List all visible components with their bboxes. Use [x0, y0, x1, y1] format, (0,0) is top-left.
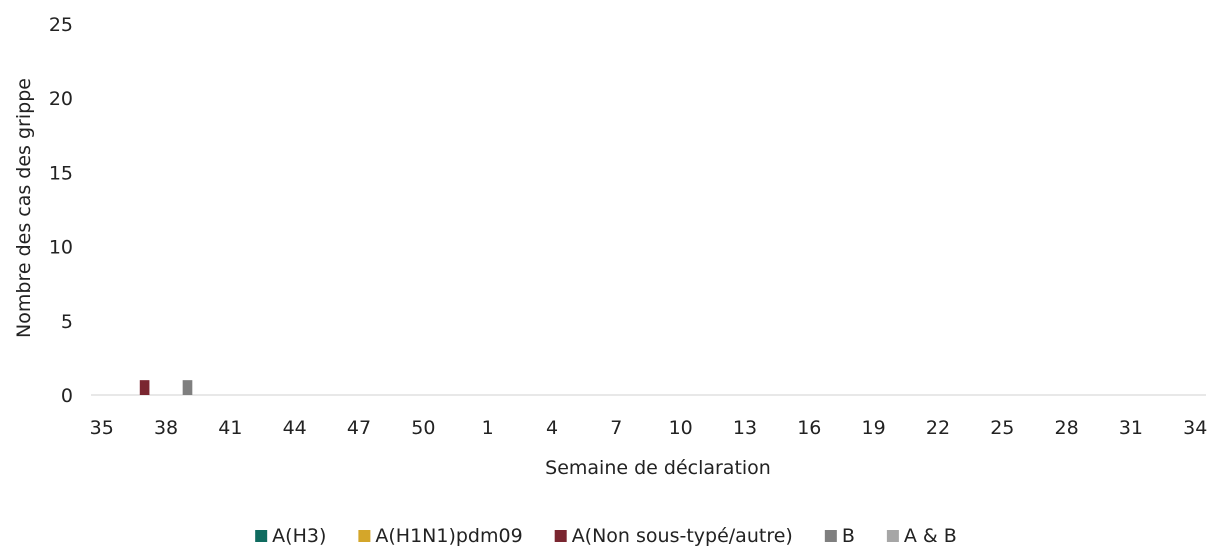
- bars: [139, 380, 193, 395]
- legend-swatch: [255, 530, 268, 542]
- x-tick-label: 44: [283, 417, 307, 439]
- x-axis-label: Semaine de déclaration: [545, 457, 771, 479]
- y-tick-label: 20: [49, 88, 73, 110]
- x-tick-label: 10: [669, 417, 693, 439]
- y-tick-label: 25: [49, 14, 73, 36]
- y-axis-ticks: 0 5 10 15 20 25: [49, 14, 73, 407]
- bar-week-37-a-non-sous-typ-autre: [139, 380, 150, 395]
- x-tick-label: 16: [797, 417, 821, 439]
- y-tick-label: 10: [49, 237, 73, 259]
- legend-label: A & B: [904, 525, 957, 547]
- x-tick-label: 13: [733, 417, 757, 439]
- legend-swatch: [358, 530, 371, 542]
- legend-swatch: [554, 530, 567, 542]
- y-tick-label: 5: [61, 311, 73, 333]
- x-tick-label: 1: [482, 417, 494, 439]
- y-tick-label: 15: [49, 162, 73, 184]
- x-tick-label: 41: [218, 417, 242, 439]
- legend-label: A(Non sous-typé/autre): [572, 525, 793, 547]
- legend-swatch: [824, 530, 837, 542]
- bar-week-39-b: [182, 380, 193, 395]
- x-tick-label: 19: [862, 417, 886, 439]
- x-tick-label: 35: [90, 417, 114, 439]
- legend-swatch: [886, 530, 899, 542]
- x-axis-ticks: 35 38 41 44 47 50 1 4 7 10 13 16 19 22 25 28 31 34: [90, 417, 1208, 439]
- x-tick-label: 7: [610, 417, 622, 439]
- x-tick-label: 50: [411, 417, 435, 439]
- x-tick-label: 34: [1183, 417, 1207, 439]
- legend: A(H3) A(H1N1)pdm09 A(Non sous-typé/autre) B…: [255, 525, 957, 547]
- x-tick-label: 38: [154, 417, 178, 439]
- y-axis-label: Nombre des cas des grippe: [13, 78, 35, 338]
- x-tick-label: 25: [990, 417, 1014, 439]
- legend-label: A(H1N1)pdm09: [375, 525, 522, 547]
- y-tick-label: 0: [61, 385, 73, 407]
- x-tick-label: 4: [546, 417, 558, 439]
- x-tick-label: 22: [926, 417, 950, 439]
- x-tick-label: 28: [1055, 417, 1079, 439]
- x-tick-label: 47: [347, 417, 371, 439]
- legend-label: B: [842, 525, 855, 547]
- x-tick-label: 31: [1119, 417, 1143, 439]
- legend-label: A(H3): [272, 525, 326, 547]
